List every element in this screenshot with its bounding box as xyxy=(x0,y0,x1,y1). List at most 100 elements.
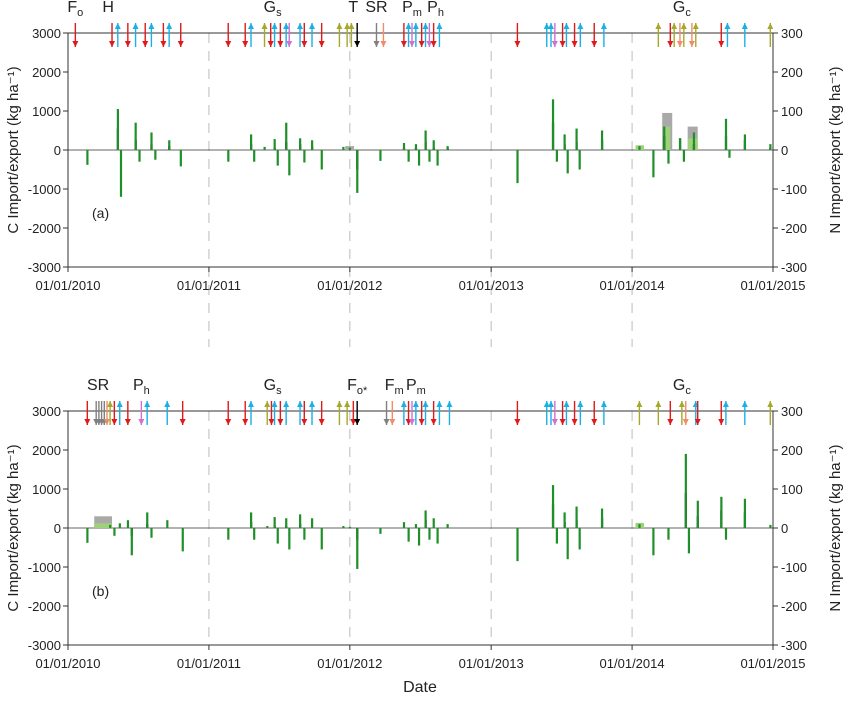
management-arrow xyxy=(166,23,173,47)
arrow-head xyxy=(297,23,304,29)
c-bar xyxy=(728,150,731,158)
management-arrow xyxy=(301,401,308,425)
arrow-head xyxy=(177,41,184,47)
c-bar xyxy=(414,524,418,528)
arrow-head xyxy=(682,419,689,425)
management-arrow xyxy=(551,23,558,47)
management-arrow xyxy=(559,401,566,425)
arrow-head xyxy=(692,23,699,29)
arrow-head xyxy=(436,401,443,407)
arrow-head xyxy=(409,41,416,47)
arrow-head xyxy=(124,41,131,47)
arrow-head xyxy=(543,401,550,407)
management-arrow xyxy=(577,401,584,425)
y-tick-label-right: -300 xyxy=(781,260,807,275)
c-bar xyxy=(516,150,519,184)
arrow-head xyxy=(373,41,380,47)
arrow-head xyxy=(514,419,521,425)
management-arrow xyxy=(264,401,271,425)
arrow-head xyxy=(271,401,278,407)
management-arrow xyxy=(563,401,570,425)
management-arrow xyxy=(144,401,151,425)
arrow-head xyxy=(400,41,407,47)
arrow-head xyxy=(426,41,433,47)
arrow-head xyxy=(286,41,293,47)
arrow-head xyxy=(267,41,274,47)
x-tick-label: 01/01/2013 xyxy=(459,656,524,671)
management-arrow xyxy=(373,23,380,47)
c-bar xyxy=(150,132,153,150)
arrow-head xyxy=(301,41,308,47)
arrow-head xyxy=(318,419,325,425)
y-tick-label-left: 1000 xyxy=(32,482,61,497)
c-bar xyxy=(638,146,641,150)
c-bar xyxy=(320,528,323,550)
arrow-head xyxy=(409,419,416,425)
y-tick-label-right: -100 xyxy=(781,182,807,197)
event-label: Ph xyxy=(133,377,150,397)
management-arrow xyxy=(103,401,110,425)
management-arrow xyxy=(694,401,701,425)
arrow-head xyxy=(350,419,357,425)
c-bar xyxy=(563,512,566,528)
arrow-head xyxy=(559,419,566,425)
c-bar xyxy=(266,526,269,528)
y-tick-label-left: 2000 xyxy=(32,443,61,458)
c-bar xyxy=(86,528,89,543)
arrow-head xyxy=(144,401,151,407)
c-bar xyxy=(86,150,89,165)
c-bar xyxy=(578,528,581,550)
c-bar xyxy=(551,485,555,528)
management-arrow xyxy=(354,23,361,47)
management-arrow xyxy=(242,23,249,47)
management-arrow xyxy=(309,401,316,425)
arrow-head xyxy=(277,41,284,47)
management-arrow xyxy=(248,23,255,47)
y-tick-label-right: 300 xyxy=(781,404,803,419)
management-arrow xyxy=(318,401,325,425)
arrow-head xyxy=(389,419,396,425)
arrow-head xyxy=(418,41,425,47)
c-bar xyxy=(134,122,137,150)
panel-label: (b) xyxy=(92,583,109,599)
management-arrow xyxy=(446,401,453,425)
management-arrow xyxy=(318,23,325,47)
c-bar xyxy=(436,150,439,166)
arrow-head xyxy=(688,41,695,47)
c-bar xyxy=(276,150,279,166)
arrow-head xyxy=(261,23,268,29)
management-arrow xyxy=(116,401,123,425)
management-arrow xyxy=(426,23,433,47)
c-bar xyxy=(432,518,435,528)
c-bar xyxy=(253,150,256,162)
c-bar xyxy=(720,496,723,528)
c-bar xyxy=(407,150,410,162)
arrow-head xyxy=(563,23,570,29)
event-label: Fm xyxy=(385,377,404,397)
management-arrow xyxy=(286,23,293,47)
management-arrow xyxy=(591,401,598,425)
event-label: Gs xyxy=(264,0,282,19)
management-arrow xyxy=(124,23,131,47)
arrow-head xyxy=(111,419,118,425)
management-arrow xyxy=(177,23,184,47)
x-tick-label: 01/01/2015 xyxy=(740,656,805,671)
c-bar xyxy=(402,522,406,528)
arrow-head xyxy=(577,23,584,29)
management-arrow xyxy=(261,23,268,47)
management-arrow xyxy=(591,23,598,47)
shaded-block xyxy=(665,126,671,150)
arrow-head xyxy=(547,23,554,29)
event-label: SR xyxy=(87,377,109,394)
c-bar xyxy=(696,500,699,528)
arrow-head xyxy=(436,23,443,29)
management-arrow xyxy=(142,23,149,47)
management-arrow xyxy=(405,23,412,47)
y-tick-label-left: -1000 xyxy=(28,560,61,575)
management-arrow xyxy=(114,23,121,47)
y-tick-label-left: -2000 xyxy=(28,599,61,614)
y-tick-label-left: 3000 xyxy=(32,404,61,419)
c-bar xyxy=(273,517,276,528)
management-arrow xyxy=(160,23,167,47)
c-bar xyxy=(250,134,253,150)
